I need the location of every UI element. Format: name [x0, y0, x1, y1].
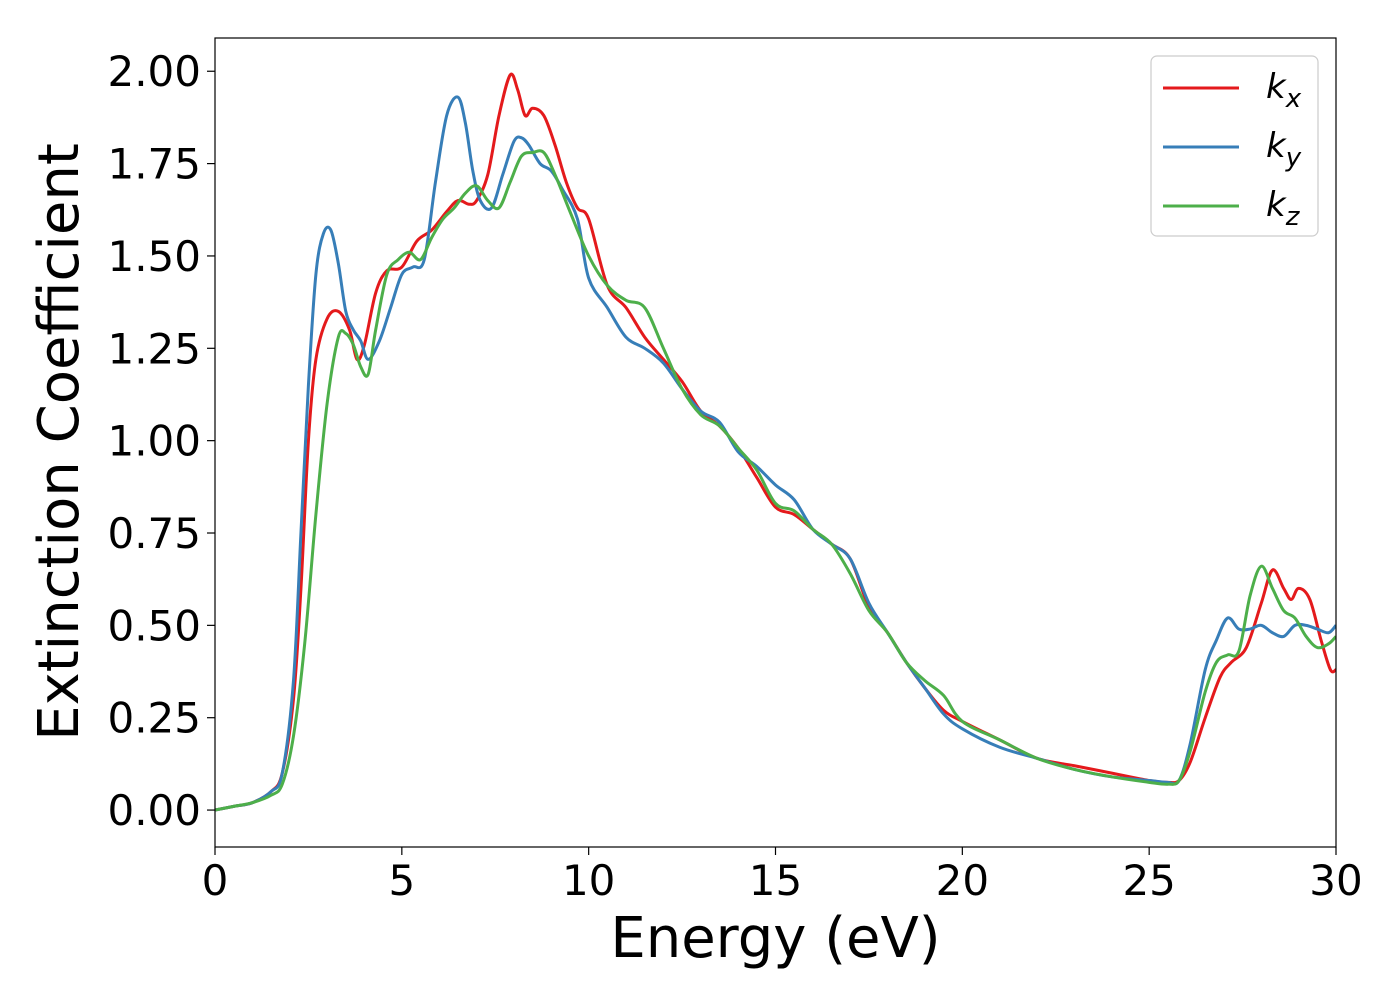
- x-tick-label: 10: [562, 856, 615, 905]
- y-axis-title: Extinction Coefficient: [27, 143, 92, 741]
- x-tick-label: 0: [202, 856, 229, 905]
- x-tick-label: 30: [1309, 856, 1362, 905]
- plot-lines: [215, 72, 1336, 812]
- y-tick-label: 1.75: [107, 140, 201, 189]
- series-line-kz: [215, 149, 1336, 812]
- y-tick-label: 1.50: [107, 232, 201, 281]
- x-tick-label: 20: [936, 856, 989, 905]
- x-tick-label: 25: [1122, 856, 1175, 905]
- y-axis: 0.00 0.25 0.50 0.75 1.00 1.25 1.50 1.75 2.00: [107, 47, 215, 835]
- y-tick-label: 1.25: [107, 324, 201, 373]
- y-tick-label: 0.50: [107, 601, 201, 650]
- x-tick-label: 5: [388, 856, 415, 905]
- x-axis: 0 5 10 15 20 25 30: [202, 847, 1363, 905]
- x-axis-title: Energy (eV): [610, 906, 940, 971]
- y-tick-label: 0.25: [107, 694, 201, 743]
- y-tick-label: 0.75: [107, 509, 201, 558]
- x-tick-label: 15: [749, 856, 802, 905]
- legend: kx ky kz: [1150, 55, 1319, 237]
- legend-label-ky: ky: [1266, 126, 1302, 173]
- y-tick-label: 0.00: [107, 786, 201, 835]
- series-line-ky: [215, 95, 1336, 812]
- legend-label-kz: kz: [1266, 185, 1301, 232]
- y-tick-label: 1.00: [107, 417, 201, 466]
- legend-label-kx: kx: [1266, 67, 1302, 114]
- y-tick-label: 2.00: [107, 47, 201, 96]
